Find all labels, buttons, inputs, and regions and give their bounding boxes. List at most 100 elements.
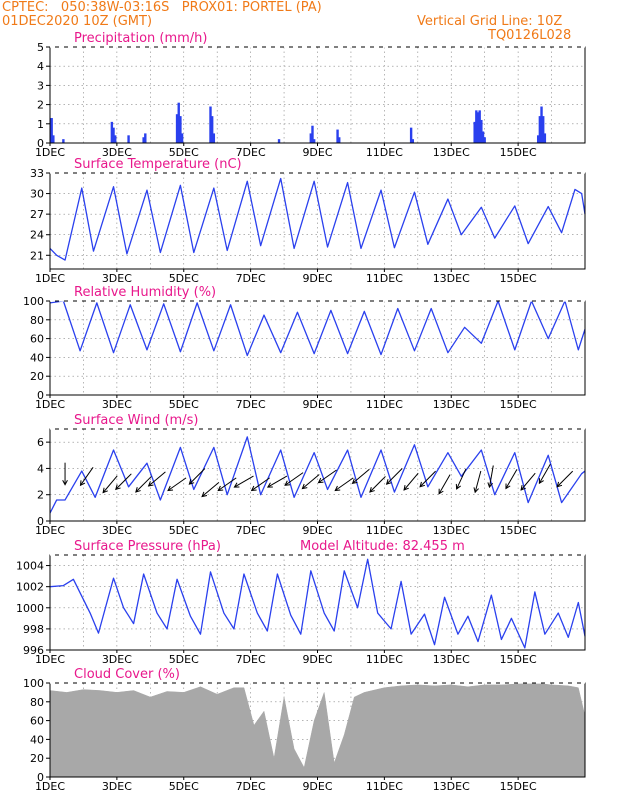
precipitation-bar	[411, 139, 414, 143]
pressure-xtick-label: 5DEC	[169, 653, 199, 666]
precipitation-bar	[52, 135, 55, 143]
pressure-annotation: Model Altitude: 82.455 m	[300, 539, 465, 554]
precipitation-ytick-label: 0	[37, 137, 44, 150]
wind-arrow-head	[556, 481, 563, 488]
cloud-cover-ytick-label: 100	[23, 677, 44, 690]
precipitation-bar	[62, 139, 65, 143]
pressure-xtick-label: 11DEC	[366, 653, 403, 666]
precipitation-bar	[478, 110, 481, 143]
wind-arrow	[80, 467, 94, 486]
header-location: CPTEC: 050:38W-03:16S PROX01: PORTEL (PA…	[2, 0, 322, 15]
precipitation-bar	[336, 129, 339, 143]
wind-arrow	[369, 476, 386, 493]
precipitation-bar	[540, 106, 543, 143]
wind-xtick-label: 7DEC	[236, 524, 266, 537]
humidity-xtick-label: 3DEC	[102, 398, 132, 411]
precipitation-bar	[538, 116, 542, 143]
precipitation-bar	[114, 135, 117, 143]
precipitation-bar	[175, 114, 179, 143]
wind-xtick-label: 9DEC	[302, 524, 332, 537]
humidity-xtick-label: 1DEC	[35, 398, 65, 411]
wind-arrow	[115, 473, 132, 490]
wind-ytick-label: 0	[37, 515, 44, 528]
cloud-cover-xtick-label: 7DEC	[236, 780, 266, 793]
precipitation-xtick-label: 1DEC	[35, 146, 65, 159]
cloud-cover-ytick-label: 40	[30, 733, 44, 746]
wind-arrow-head	[250, 485, 257, 492]
humidity-ytick-label: 20	[30, 370, 44, 383]
wind-arrow-head	[301, 483, 308, 490]
precipitation-bar	[210, 116, 214, 143]
wind-arrow-head	[102, 487, 108, 494]
wind-arrow-head	[79, 480, 86, 487]
wind-arrow	[234, 475, 254, 488]
precipitation-bar	[50, 118, 53, 143]
header-datetime: 01DEC2020 10Z (GMT)	[2, 14, 153, 29]
pressure-xtick-label: 9DEC	[302, 653, 332, 666]
precipitation-xtick-label: 9DEC	[302, 146, 332, 159]
wind-arrow	[302, 474, 320, 490]
precipitation-bar	[476, 112, 480, 143]
precipitation-bar	[483, 137, 486, 143]
humidity-xtick-label: 9DEC	[302, 398, 332, 411]
cloud-cover-ytick-label: 80	[30, 696, 44, 709]
precipitation-bar	[542, 116, 545, 143]
precipitation-bar	[311, 125, 314, 143]
pressure-ytick-label: 998	[23, 623, 44, 636]
cloud-cover-xtick-label: 9DEC	[302, 780, 332, 793]
temperature-ytick-label: 33	[30, 167, 44, 180]
pressure-xtick-label: 1DEC	[35, 653, 65, 666]
wind-arrow-head	[147, 481, 154, 487]
precipitation-xtick-label: 13DEC	[433, 146, 470, 159]
cloud-cover-xtick-label: 11DEC	[366, 780, 403, 793]
wind-arrow	[334, 477, 354, 491]
wind-xtick-label: 3DEC	[102, 524, 132, 537]
wind-ytick-label: 2	[37, 489, 44, 502]
cloud-cover-ytick-label: 0	[37, 771, 44, 784]
wind-title: Surface Wind (m/s)	[74, 413, 198, 428]
wind-arrow	[148, 471, 166, 487]
precipitation-bar	[309, 133, 313, 143]
precipitation-bar	[277, 139, 281, 143]
wind-xtick-label: 11DEC	[366, 524, 403, 537]
wind-arrow-head	[505, 483, 511, 490]
precipitation-bar	[127, 135, 130, 143]
precipitation-bar	[110, 121, 114, 143]
wind-arrow	[488, 465, 494, 488]
cloud-cover-xtick-label: 13DEC	[433, 780, 470, 793]
precipitation-ytick-label: 4	[37, 60, 44, 73]
wind-arrow-head	[438, 488, 444, 495]
wind-arrow	[352, 468, 370, 484]
cloud-cover-xtick-label: 3DEC	[102, 780, 132, 793]
precipitation-bar	[112, 127, 115, 143]
wind-arrow	[102, 475, 118, 493]
temperature-xtick-label: 9DEC	[302, 272, 332, 285]
wind-arrow-head	[135, 487, 141, 493]
cloud-cover-xtick-label: 5DEC	[169, 780, 199, 793]
wind-ytick-label: 6	[37, 436, 44, 449]
pressure-xtick-label: 7DEC	[236, 653, 266, 666]
temperature-xtick-label: 1DEC	[35, 272, 65, 285]
wind-ytick-label: 4	[37, 462, 44, 475]
wind-arrow-head	[266, 482, 273, 488]
wind-arrow	[505, 469, 518, 489]
wind-arrow-head	[167, 485, 174, 492]
precipitation-xtick-label: 11DEC	[366, 146, 403, 159]
wind-arrow	[419, 470, 436, 488]
humidity-xtick-label: 7DEC	[236, 398, 266, 411]
pressure-ytick-label: 1002	[16, 581, 44, 594]
temperature-ytick-label: 30	[30, 188, 44, 201]
precipitation-ytick-label: 2	[37, 99, 44, 112]
precipitation-xtick-label: 3DEC	[102, 146, 132, 159]
temperature-series-line	[49, 177, 586, 261]
temperature-xtick-label: 15DEC	[500, 272, 537, 285]
wind-arrow-head	[487, 482, 493, 489]
humidity-xtick-label: 15DEC	[500, 398, 537, 411]
precipitation-ytick-label: 1	[37, 118, 44, 131]
wind-xtick-label: 5DEC	[169, 524, 199, 537]
temperature-xtick-label: 3DEC	[102, 272, 132, 285]
wind-arrow	[474, 470, 482, 493]
humidity-ytick-label: 40	[30, 351, 44, 364]
humidity-xtick-label: 11DEC	[366, 398, 403, 411]
